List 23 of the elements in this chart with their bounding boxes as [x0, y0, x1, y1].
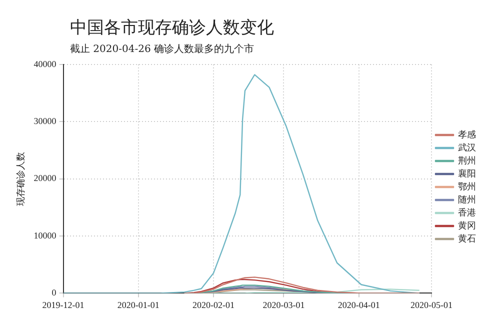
y-axis-title: 现存确诊人数: [16, 152, 27, 206]
legend-label: 随州: [458, 194, 476, 206]
legend-label: 襄阳: [458, 168, 476, 180]
x-tick-label: 2019-12-01: [42, 300, 84, 310]
y-tick-label: 10000: [34, 230, 57, 240]
legend-label: 武汉: [458, 142, 476, 154]
x-tick-label: 2020-01-01: [117, 300, 160, 310]
legend-label: 黄石: [458, 233, 476, 244]
legend-label: 黄冈: [458, 220, 476, 232]
x-tick-label: 2020-02-01: [192, 300, 234, 310]
y-tick-label: 0: [52, 288, 57, 298]
chart-subtitle: 截止 2020-04-26 确诊人数最多的九个市: [69, 42, 256, 56]
y-tick-label: 40000: [34, 58, 57, 69]
legend-label: 孝感: [458, 129, 476, 140]
x-tick-label: 2020-03-01: [262, 300, 305, 310]
y-tick-label: 20000: [34, 173, 57, 184]
x-tick-label: 2020-04-01: [338, 300, 380, 310]
legend-label: 荆州: [458, 155, 476, 166]
legend-label: 鄂州: [458, 181, 476, 192]
chart-title: 中国各市现存确诊人数变化: [69, 17, 275, 39]
y-tick-label: 30000: [34, 116, 57, 126]
legend-label: 香港: [458, 207, 476, 218]
x-tick-label: 2020-05-01: [410, 300, 452, 310]
